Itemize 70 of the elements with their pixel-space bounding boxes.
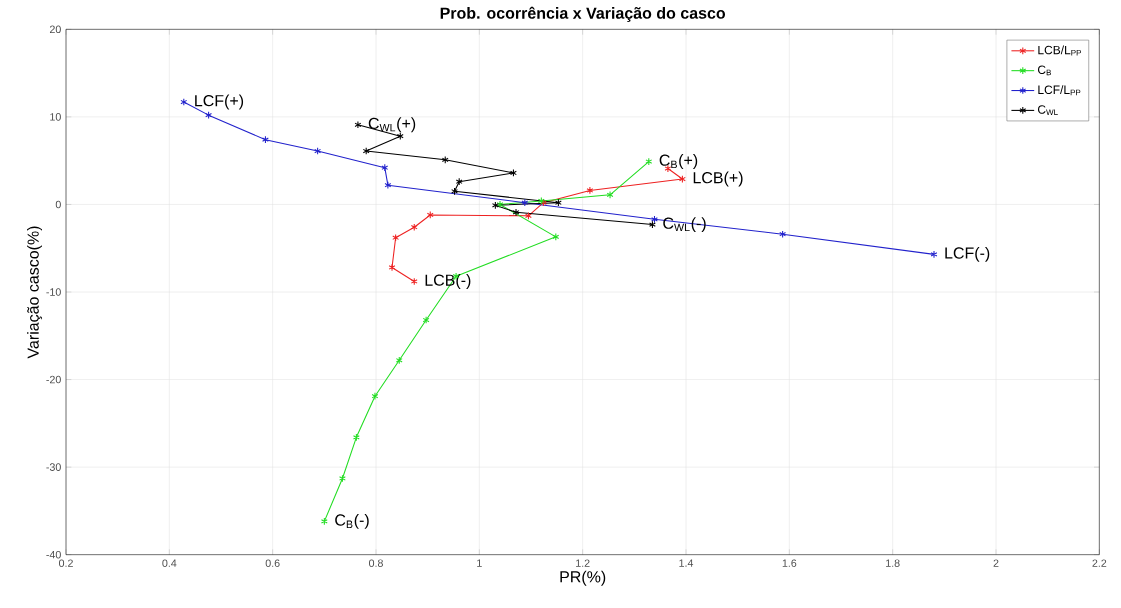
- point: [410, 277, 418, 286]
- point: [441, 155, 449, 164]
- point: [521, 198, 529, 207]
- y-tick-label: 20: [49, 25, 61, 34]
- x-tick-label: 0.2: [59, 559, 73, 567]
- annotation: LCB(+): [693, 171, 743, 187]
- legend-label: LCF/L$_{PP}$: [1038, 85, 1081, 96]
- point: [651, 215, 658, 224]
- point: [455, 177, 463, 186]
- y-tick-label: -40: [46, 550, 61, 559]
- point: [678, 175, 686, 183]
- point: [586, 186, 594, 195]
- point: [371, 392, 379, 401]
- point: [384, 181, 392, 190]
- y-tick-label: 0: [55, 200, 61, 209]
- point: [645, 157, 653, 166]
- y-tick-label: -20: [46, 375, 61, 384]
- point: [339, 474, 346, 483]
- x-tick-label: 0.4: [162, 559, 177, 567]
- point: [779, 230, 787, 239]
- x-tick-label: 1.2: [576, 559, 590, 567]
- point: [512, 208, 520, 217]
- legend-label: LCB/L$_{PP}$: [1038, 45, 1081, 56]
- y-tick-label: -10: [46, 288, 61, 296]
- point: [648, 220, 656, 229]
- point: [510, 169, 517, 177]
- chart-title: Prob. ocorrência x Variação do casco: [440, 6, 726, 22]
- point: [320, 517, 328, 526]
- point: [426, 211, 434, 219]
- point: [930, 250, 938, 259]
- point: [396, 132, 404, 141]
- y-tick-label: 10: [50, 113, 61, 121]
- x-tick-label: 1.4: [679, 559, 694, 567]
- x-tick-label: 0.6: [265, 559, 280, 567]
- point: [262, 135, 269, 144]
- annotation: C$_{B}$(+): [659, 154, 698, 169]
- x-axis-title: PR(%): [560, 570, 606, 586]
- point: [525, 211, 532, 220]
- annotation: LCF(-): [945, 246, 990, 262]
- point: [554, 198, 562, 207]
- annotation: C$_{WL}$(+): [368, 117, 416, 133]
- point: [491, 201, 499, 210]
- y-axis-title: Variação casco(%): [27, 226, 43, 359]
- point: [395, 356, 403, 365]
- point: [451, 187, 458, 196]
- point: [606, 190, 614, 199]
- point: [410, 223, 418, 232]
- point: [392, 233, 400, 242]
- y-tick-label: -30: [46, 463, 61, 471]
- point: [362, 147, 370, 155]
- point: [180, 98, 188, 106]
- point: [314, 147, 322, 155]
- point: [352, 433, 360, 442]
- x-tick-label: 2.2: [1092, 559, 1107, 567]
- point: [422, 316, 430, 324]
- point: [205, 111, 213, 120]
- annotation: LCF(+): [195, 94, 244, 110]
- x-tick-label: 1: [477, 559, 482, 567]
- legend-label: C$_{WL}$: [1038, 105, 1058, 115]
- x-tick-label: 2: [993, 559, 999, 567]
- legend-label: C$_{B}$: [1038, 65, 1051, 76]
- point: [354, 120, 362, 129]
- x-tick-label: 1.8: [886, 559, 900, 567]
- point: [388, 263, 396, 272]
- annotation: C$_{B}$(-): [335, 513, 369, 529]
- point: [552, 232, 560, 241]
- point: [496, 200, 504, 209]
- x-tick-label: 1.6: [782, 559, 797, 567]
- x-tick-label: 0.8: [369, 559, 383, 567]
- point: [381, 163, 389, 172]
